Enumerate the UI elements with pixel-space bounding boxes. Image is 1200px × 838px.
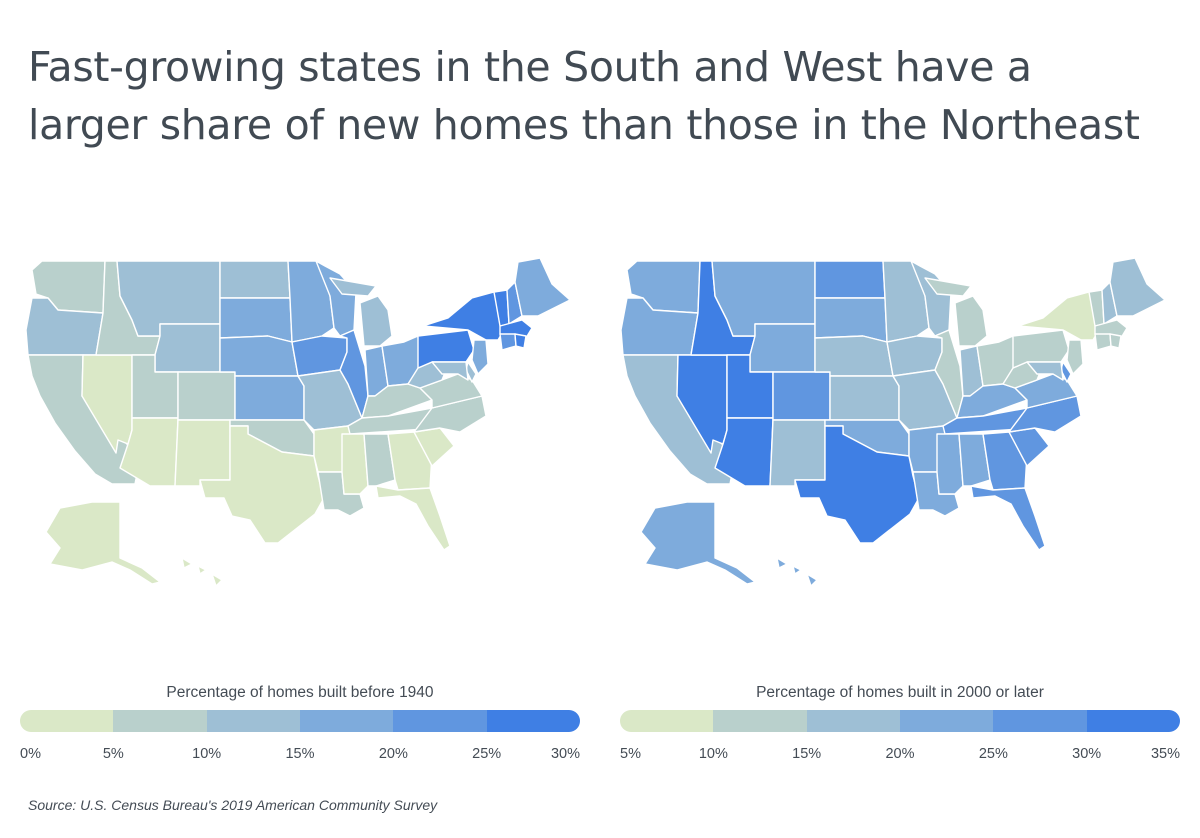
legend-title: Percentage of homes built in 2000 or lat… xyxy=(756,684,1044,701)
legend-title: Percentage of homes built before 1940 xyxy=(166,684,434,701)
state-nm xyxy=(769,419,826,487)
legend-swatch xyxy=(806,710,900,732)
state-ks xyxy=(234,375,305,421)
legend-tick-label: 20% xyxy=(378,746,408,762)
state-wy xyxy=(154,323,221,373)
state-ct xyxy=(499,333,517,351)
legend-tick-label: 35% xyxy=(1150,746,1180,762)
legend-ticks: 0% 5% 10% 15% 20% 25% 30% xyxy=(20,746,580,768)
legend-tick-label: 5% xyxy=(620,746,641,762)
state-co xyxy=(177,371,236,421)
state-nm xyxy=(174,419,231,487)
legend-swatch xyxy=(993,710,1087,732)
state-me xyxy=(1109,258,1166,317)
us-map-svg xyxy=(25,258,571,587)
state-nd xyxy=(219,260,291,299)
state-wy xyxy=(749,323,816,373)
page-title: Fast-growing states in the South and Wes… xyxy=(28,38,1188,154)
legend-2000-or-later: Percentage of homes built in 2000 or lat… xyxy=(620,682,1180,768)
state-il xyxy=(934,329,964,419)
state-ne xyxy=(219,335,299,377)
state-nj xyxy=(1066,339,1084,375)
state-nj xyxy=(471,339,489,375)
legend-swatch xyxy=(713,710,807,732)
state-il xyxy=(339,329,369,419)
legend-tick-label: 25% xyxy=(472,746,502,762)
state-md xyxy=(1026,361,1064,381)
state-me xyxy=(514,258,571,317)
legend-swatch xyxy=(620,710,714,732)
state-ak xyxy=(45,501,161,585)
map-pre-1940 xyxy=(20,258,590,588)
us-map-svg xyxy=(620,258,1166,587)
legend-swatch xyxy=(20,710,114,732)
legend-tick-label: 25% xyxy=(978,746,1008,762)
state-ks xyxy=(829,375,900,421)
map-2000-or-later xyxy=(615,258,1185,588)
state-fl xyxy=(970,485,1046,551)
state-ri xyxy=(1109,333,1122,349)
title-line-2: larger share of new homes than those in … xyxy=(28,101,1140,149)
state-ak xyxy=(640,501,756,585)
legend-tick-label: 20% xyxy=(885,746,915,762)
legend-swatch xyxy=(299,710,394,732)
state-ne xyxy=(814,335,894,377)
state-mi xyxy=(329,277,393,347)
state-mi xyxy=(924,277,988,347)
legend-swatch xyxy=(113,710,207,732)
legend-pre-1940: Percentage of homes built before 1940 0%… xyxy=(20,682,580,768)
legend-tick-label: 10% xyxy=(698,746,728,762)
state-hi xyxy=(776,557,818,587)
state-ri xyxy=(514,333,527,349)
state-sd xyxy=(814,297,888,343)
state-hi xyxy=(181,557,223,587)
state-nd xyxy=(814,260,886,299)
state-al xyxy=(958,433,991,487)
legend-tick-label: 15% xyxy=(792,746,822,762)
legend-swatch xyxy=(1086,710,1180,732)
legend-tick-label: 10% xyxy=(192,746,222,762)
state-ct xyxy=(1094,333,1112,351)
state-fl xyxy=(375,485,451,551)
legend-color-bar xyxy=(620,710,1180,732)
legend-swatch xyxy=(393,710,487,732)
state-sd xyxy=(219,297,293,343)
legend-tick-label: 15% xyxy=(285,746,315,762)
legend-tick-label: 0% xyxy=(20,746,41,762)
source-note: Source: U.S. Census Bureau's 2019 Americ… xyxy=(28,797,438,813)
state-md xyxy=(431,361,469,381)
legend-tick-label: 30% xyxy=(1072,746,1102,762)
legend-color-bar xyxy=(20,710,580,732)
legend-swatch xyxy=(206,710,300,732)
legend-tick-label: 30% xyxy=(550,746,580,762)
legend-ticks: 5% 10% 15% 20% 25% 30% 35% xyxy=(620,746,1180,768)
legend-tick-label: 5% xyxy=(102,746,124,762)
title-line-1: Fast-growing states in the South and Wes… xyxy=(28,43,1032,91)
state-al xyxy=(363,433,396,487)
state-co xyxy=(772,371,831,421)
legend-swatch xyxy=(486,710,580,732)
legend-swatch xyxy=(899,710,994,732)
